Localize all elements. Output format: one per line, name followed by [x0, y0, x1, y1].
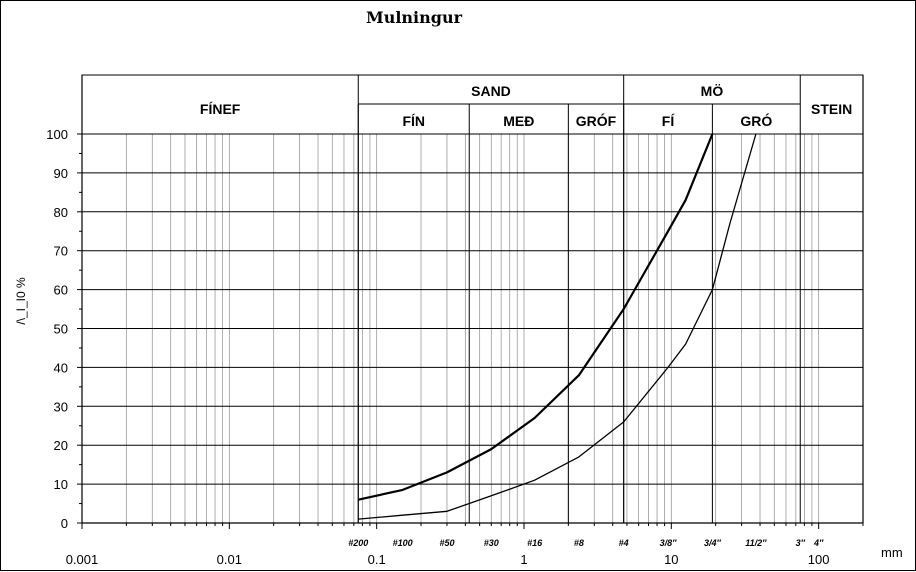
- y-tick-label: 80: [54, 205, 68, 220]
- sieve-label: 3″: [796, 538, 806, 548]
- sieve-label: #100: [393, 538, 413, 548]
- data-series: [358, 133, 757, 520]
- sieve-label: #4: [619, 538, 629, 548]
- y-tick-label: 30: [54, 399, 68, 414]
- subzone-label: GRÓF: [576, 112, 617, 129]
- sieve-label: #8: [574, 538, 584, 548]
- zone-label: SAND: [471, 83, 511, 99]
- x-decade-label: 0.1: [368, 552, 386, 567]
- subzone-label: GRÓ: [740, 112, 772, 129]
- series-line: [358, 133, 757, 520]
- x-decade-label: 0.01: [217, 552, 242, 567]
- sieve-label: 3/4″: [704, 538, 722, 548]
- subzone-label: FÍN: [402, 113, 425, 129]
- sieve-label: 4″: [813, 538, 824, 548]
- series-line: [358, 133, 714, 501]
- chart-title: Mulningur: [366, 8, 463, 27]
- y-tick-label: 50: [54, 322, 68, 337]
- y-tick-label: 100: [46, 127, 68, 142]
- x-decade-label: 100: [808, 552, 830, 567]
- x-axis-unit: mm: [881, 545, 903, 560]
- y-tick-label: 60: [54, 283, 68, 298]
- zone-label: MÖ: [701, 83, 724, 99]
- sieve-label: 11/2″: [745, 538, 767, 548]
- sieve-label: #16: [527, 538, 543, 548]
- y-tick-label: 20: [54, 438, 68, 453]
- y-tick-label: 0: [61, 516, 68, 531]
- y-tick-label: 40: [54, 360, 68, 375]
- x-decade-label: 10: [664, 552, 678, 567]
- grid-lines: [81, 133, 864, 524]
- x-decade-label: 0.001: [66, 552, 99, 567]
- y-tick-label: 70: [54, 244, 68, 259]
- sieve-label: 3/8″: [660, 538, 678, 548]
- y-axis-label: /\_I_I0 %: [14, 277, 28, 325]
- zone-label: STEIN: [811, 101, 852, 117]
- y-tick-label: 90: [54, 166, 68, 181]
- y-tick-label: 10: [54, 477, 68, 492]
- sieve-label: #200: [348, 538, 368, 548]
- sieve-label: #50: [439, 538, 454, 548]
- subzone-label: MEÐ: [503, 113, 534, 129]
- x-decade-label: 1: [520, 552, 527, 567]
- subzone-label: FÍ: [662, 113, 676, 129]
- zone-label: FÍNEF: [200, 101, 241, 117]
- sieve-label: #30: [484, 538, 499, 548]
- classification-header: FÍNEF SAND MÖ STEIN FÍN MEÐ GRÓF FÍ GRÓ: [81, 74, 864, 523]
- axes: 0 10 20 30 40 50 60 70 80 90 100 0.001 0.01 0.1 1 10 100…: [46, 75, 864, 567]
